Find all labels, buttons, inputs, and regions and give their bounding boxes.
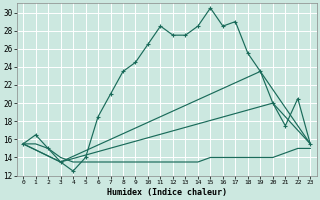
X-axis label: Humidex (Indice chaleur): Humidex (Indice chaleur) xyxy=(107,188,227,197)
